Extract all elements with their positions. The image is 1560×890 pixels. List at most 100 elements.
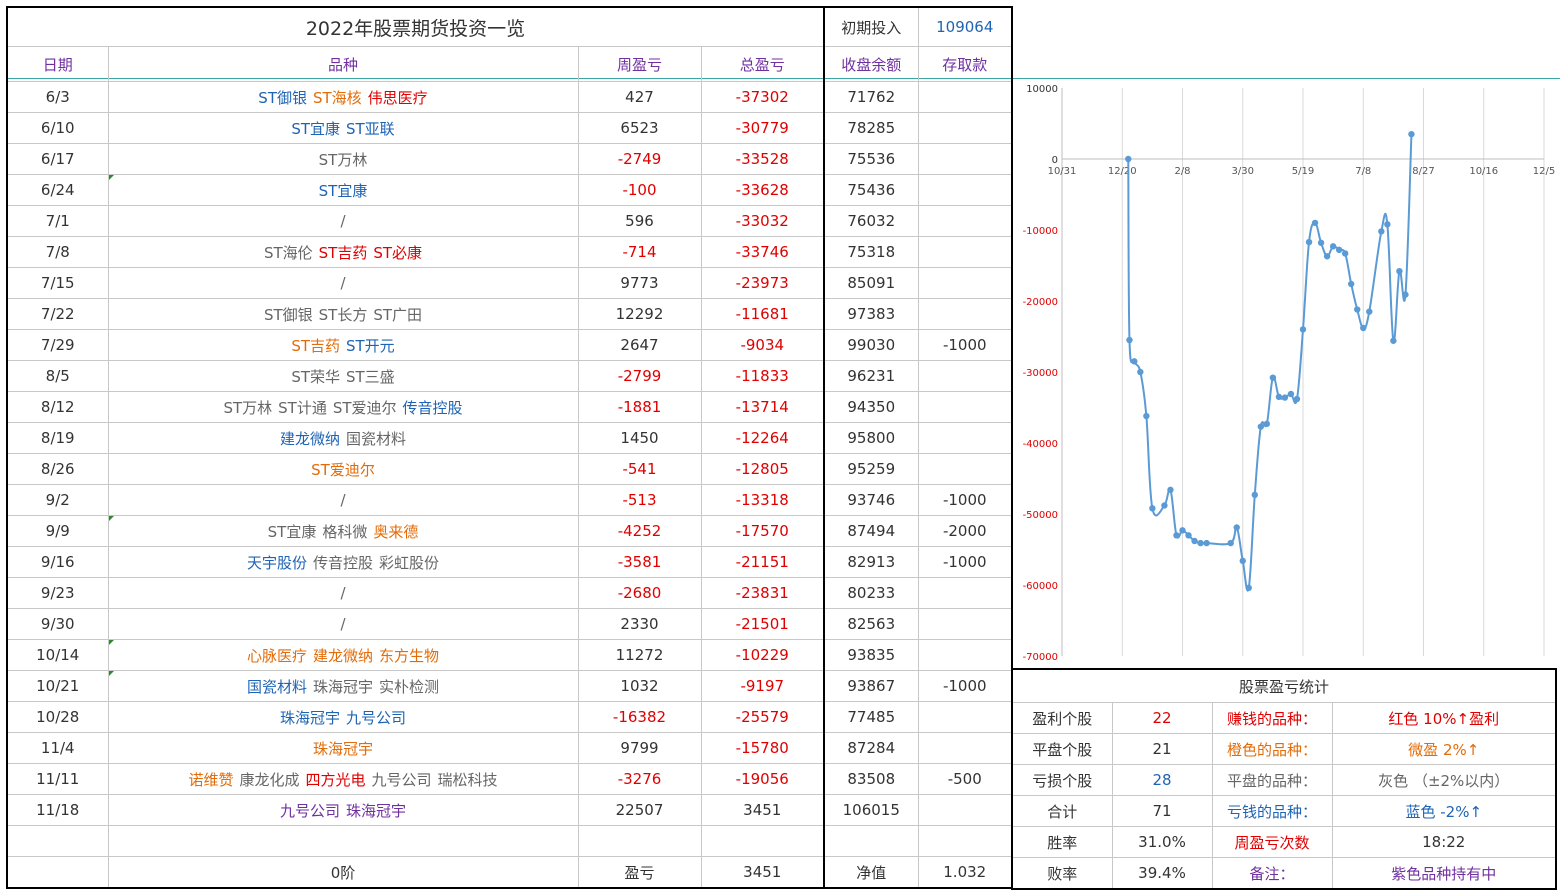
row-weekly-pnl[interactable]: -3276	[577, 763, 702, 795]
row-deposit[interactable]: -1000	[917, 329, 1013, 361]
row-balance[interactable]: 106015	[823, 794, 919, 826]
row-weekly-pnl[interactable]: 1032	[577, 670, 702, 702]
row-varieties[interactable]: 国瓷材料 珠海冠宇 实朴检测	[107, 670, 579, 702]
data-point[interactable]	[1378, 228, 1385, 235]
data-point[interactable]	[1408, 130, 1415, 138]
row-total-pnl[interactable]: -21151	[700, 546, 825, 578]
row-weekly-pnl[interactable]: -1881	[577, 391, 702, 423]
data-point[interactable]	[1263, 420, 1271, 428]
row-varieties[interactable]: /	[107, 484, 579, 516]
row-total-pnl[interactable]: -11833	[700, 360, 825, 392]
data-point[interactable]	[1179, 527, 1186, 534]
row-varieties[interactable]: 诺维赞 康龙化成 四方光电 九号公司 瑞松科技	[107, 763, 579, 795]
row-deposit[interactable]	[917, 205, 1013, 237]
data-point[interactable]	[1335, 246, 1343, 254]
row-balance[interactable]: 75536	[823, 143, 919, 175]
row-weekly-pnl[interactable]: 9773	[577, 267, 702, 299]
row-balance[interactable]: 77485	[823, 701, 919, 733]
data-point[interactable]	[1161, 502, 1168, 509]
stat-value[interactable]: 21	[1111, 733, 1213, 765]
data-point[interactable]	[1275, 393, 1283, 401]
row-weekly-pnl[interactable]: 427	[577, 81, 702, 113]
row-date[interactable]: 7/1	[6, 205, 109, 237]
row-balance[interactable]: 94350	[823, 391, 919, 423]
row-varieties[interactable]: ST御银 ST海核 伟思医疗	[107, 81, 579, 113]
row-balance[interactable]: 75436	[823, 174, 919, 206]
row-total-pnl[interactable]: -19056	[700, 763, 825, 795]
row-varieties[interactable]: ST海伦 ST吉药 ST必康	[107, 236, 579, 268]
row-deposit[interactable]	[917, 608, 1013, 640]
data-point[interactable]	[1131, 358, 1138, 365]
row-total-pnl[interactable]: -11681	[700, 298, 825, 330]
row-balance[interactable]: 87494	[823, 515, 919, 547]
data-point[interactable]	[1269, 374, 1277, 381]
data-point[interactable]	[1354, 306, 1361, 313]
row-varieties[interactable]: ST爱迪尔	[107, 453, 579, 485]
data-point[interactable]	[1323, 253, 1331, 260]
row-varieties[interactable]: 九号公司 珠海冠宇	[107, 794, 579, 826]
row-weekly-pnl[interactable]: -3581	[577, 546, 702, 578]
data-point[interactable]	[1126, 336, 1133, 344]
row-weekly-pnl[interactable]: -2799	[577, 360, 702, 392]
row-total-pnl[interactable]: -9197	[700, 670, 825, 702]
row-balance[interactable]: 93746	[823, 484, 919, 516]
row-varieties[interactable]: ST万林	[107, 143, 579, 175]
data-point[interactable]	[1299, 326, 1307, 333]
data-point[interactable]	[1402, 291, 1409, 298]
row-total-pnl[interactable]: -10229	[700, 639, 825, 671]
row-balance[interactable]: 87284	[823, 732, 919, 764]
row-balance[interactable]: 75318	[823, 236, 919, 268]
row-date[interactable]: 10/14	[6, 639, 109, 671]
row-varieties[interactable]: ST宜康	[107, 174, 579, 206]
row-deposit[interactable]	[917, 422, 1013, 454]
row-balance[interactable]: 76032	[823, 205, 919, 237]
row-date[interactable]: 11/4	[6, 732, 109, 764]
data-point[interactable]	[1227, 539, 1234, 547]
row-deposit[interactable]: -1000	[917, 484, 1013, 516]
stat-value[interactable]: 22	[1111, 702, 1213, 734]
initial-value[interactable]: 109064	[917, 6, 1013, 47]
data-point[interactable]	[1137, 368, 1144, 376]
row-date[interactable]: 9/30	[6, 608, 109, 640]
row-date[interactable]: 9/23	[6, 577, 109, 609]
row-total-pnl[interactable]: -25579	[700, 701, 825, 733]
row-weekly-pnl[interactable]: -714	[577, 236, 702, 268]
row-weekly-pnl[interactable]: 6523	[577, 112, 702, 144]
row-deposit[interactable]	[917, 794, 1013, 826]
data-point[interactable]	[1191, 537, 1198, 545]
row-total-pnl[interactable]: -37302	[700, 81, 825, 113]
data-point[interactable]	[1390, 337, 1397, 344]
row-date[interactable]: 8/5	[6, 360, 109, 392]
row-total-pnl[interactable]: -13318	[700, 484, 825, 516]
row-deposit[interactable]: -1000	[917, 546, 1013, 578]
row-weekly-pnl[interactable]: 1450	[577, 422, 702, 454]
row-weekly-pnl[interactable]: 12292	[577, 298, 702, 330]
data-point[interactable]	[1257, 423, 1265, 430]
data-point[interactable]	[1293, 395, 1301, 403]
row-date[interactable]: 7/29	[6, 329, 109, 361]
stat-value[interactable]: 28	[1111, 764, 1213, 796]
data-point[interactable]	[1197, 539, 1204, 547]
row-total-pnl[interactable]: -30779	[700, 112, 825, 144]
data-point[interactable]	[1281, 394, 1289, 401]
row-deposit[interactable]	[917, 453, 1013, 485]
data-point[interactable]	[1305, 238, 1313, 246]
row-balance[interactable]: 80233	[823, 577, 919, 609]
row-total-pnl[interactable]: -9034	[700, 329, 825, 361]
row-weekly-pnl[interactable]: 596	[577, 205, 702, 237]
row-balance[interactable]: 95800	[823, 422, 919, 454]
row-varieties[interactable]: ST御银 ST长方 ST广田	[107, 298, 579, 330]
row-date[interactable]: 8/12	[6, 391, 109, 423]
row-weekly-pnl[interactable]: 9799	[577, 732, 702, 764]
row-date[interactable]: 7/8	[6, 236, 109, 268]
row-total-pnl[interactable]: -33628	[700, 174, 825, 206]
row-deposit[interactable]	[917, 360, 1013, 392]
row-date[interactable]: 9/2	[6, 484, 109, 516]
row-total-pnl[interactable]: -12805	[700, 453, 825, 485]
data-point[interactable]	[1185, 532, 1192, 539]
row-total-pnl[interactable]: -13714	[700, 391, 825, 423]
row-deposit[interactable]	[917, 639, 1013, 671]
row-balance[interactable]: 83508	[823, 763, 919, 795]
row-varieties[interactable]: 天宇股份 传音控股 彩虹股份	[107, 546, 579, 578]
row-deposit[interactable]	[917, 81, 1013, 113]
